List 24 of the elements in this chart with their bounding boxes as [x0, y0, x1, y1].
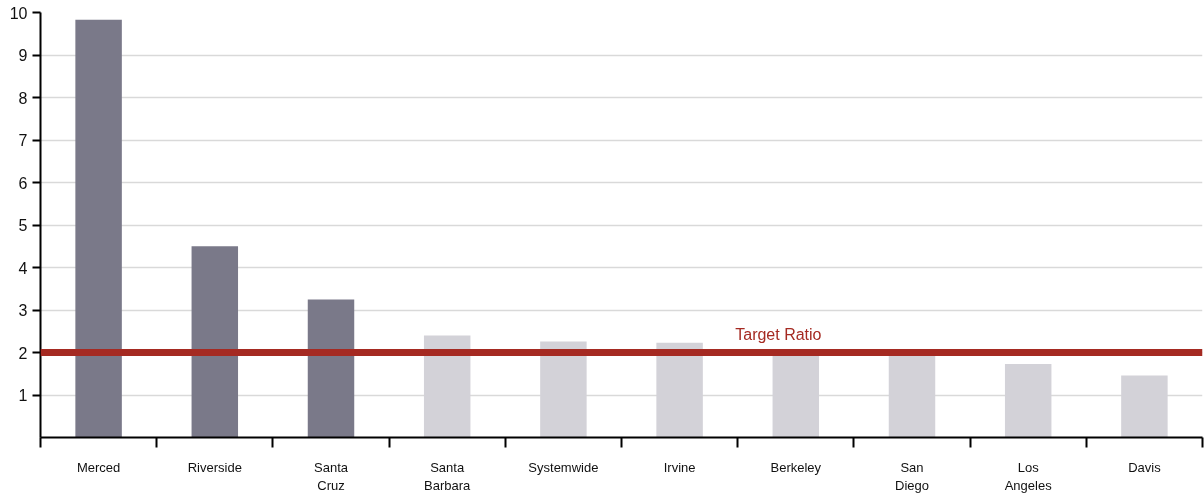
bar: [191, 246, 239, 438]
x-tick-label: Santa Cruz: [314, 459, 349, 493]
bar: [307, 299, 355, 438]
y-tick-label: 10: [9, 4, 28, 22]
x-tick-label: Berkeley: [770, 459, 822, 475]
y-tick-label: 2: [18, 344, 28, 362]
y-tick-label: 6: [18, 174, 28, 192]
x-tick-label: Irvine: [663, 459, 696, 475]
y-tick-label: 8: [18, 89, 28, 107]
y-tick-label: 4: [18, 259, 28, 277]
y-tick-label: 1: [18, 387, 28, 404]
y-tick-label: 3: [18, 302, 28, 319]
y-tick-label: 9: [18, 47, 28, 64]
bar: [75, 19, 122, 438]
x-tick-label: Merced: [76, 459, 121, 475]
x-tick-label: Riverside: [187, 459, 242, 475]
y-tick-label: 7: [18, 132, 28, 149]
x-tick-label: San Diego: [895, 459, 929, 493]
x-tick-label: Davis: [1128, 459, 1162, 475]
y-tick-label: 5: [18, 217, 28, 234]
x-tick-label: Los Angeles: [1004, 459, 1053, 493]
x-tick-label: Systemwide: [528, 459, 599, 475]
ref-line-label: Target Ratio: [735, 325, 822, 343]
x-tick-label: Santa Barbara: [424, 459, 472, 493]
